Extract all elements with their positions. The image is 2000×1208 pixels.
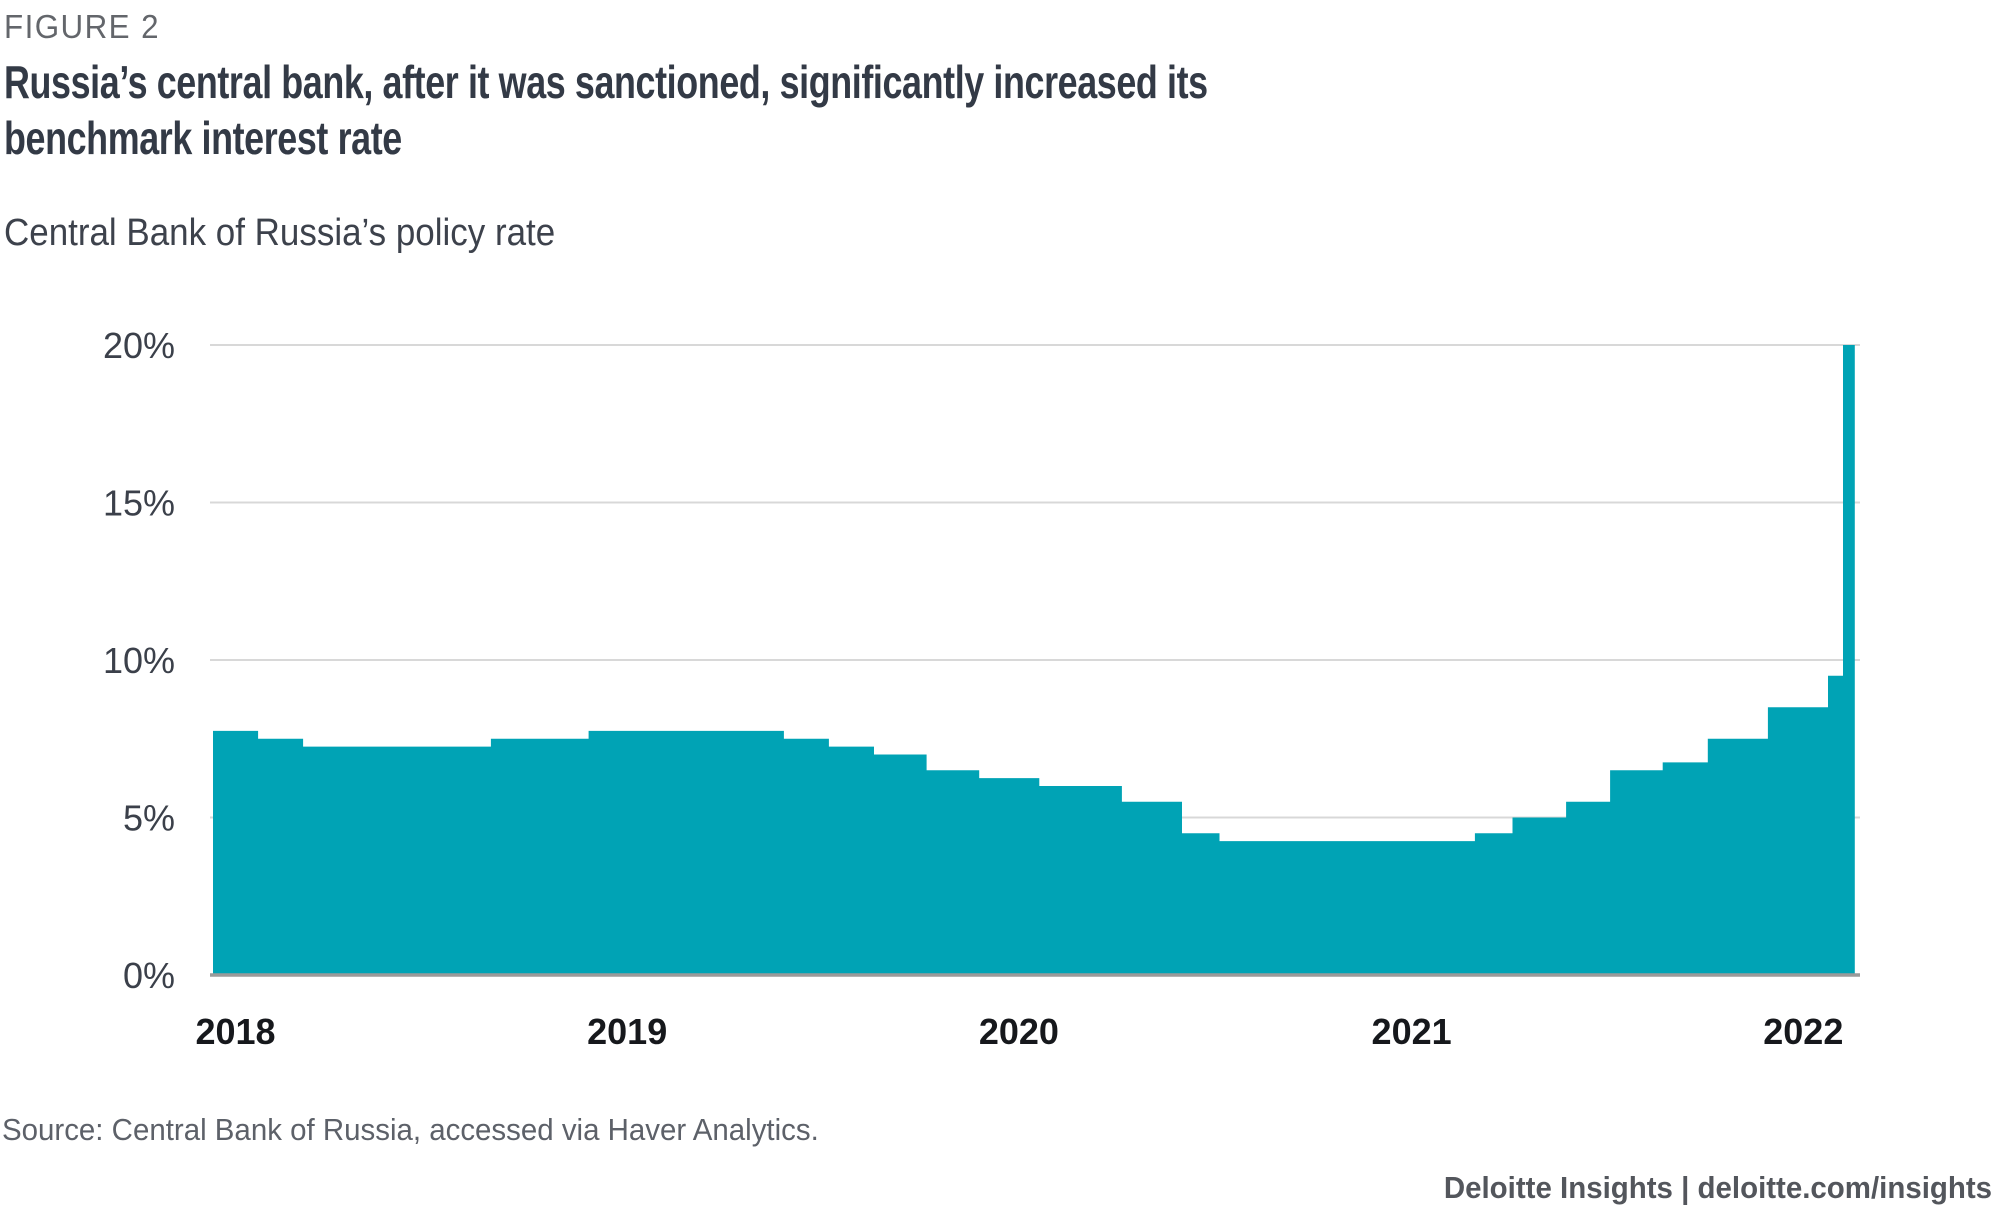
x-tick-label-2021: 2021 [1372,1011,1452,1052]
y-tick-label-20%: 20% [103,325,175,366]
policy-rate-area [213,345,1855,975]
title-line-1: Russia’s central bank, after it was sanc… [4,56,1208,108]
title-line-2: benchmark interest rate [4,112,402,164]
y-tick-label-0%: 0% [123,955,175,996]
figure-label: FIGURE 2 [4,8,160,45]
x-tick-label-2019: 2019 [587,1011,667,1052]
x-tick-label-2018: 2018 [195,1011,275,1052]
y-axis-labels: 0% 5% 10% 15% 20% [103,325,175,996]
chart-subtitle: Central Bank of Russia’s policy rate [4,212,556,254]
source-note: Source: Central Bank of Russia, accessed… [2,1112,819,1147]
y-tick-label-5%: 5% [123,798,175,839]
x-tick-label-2020: 2020 [979,1011,1059,1052]
deloitte-insights-footer: Deloitte Insights | deloitte.com/insight… [1443,1170,1992,1205]
page-title: Russia’s central bank, after it was sanc… [4,54,1208,166]
x-axis-labels: 2018 2019 2020 2021 2022 [195,1011,1843,1052]
x-tick-label-2022: 2022 [1763,1011,1843,1052]
y-tick-label-15%: 15% [103,483,175,524]
y-tick-label-10%: 10% [103,640,175,681]
